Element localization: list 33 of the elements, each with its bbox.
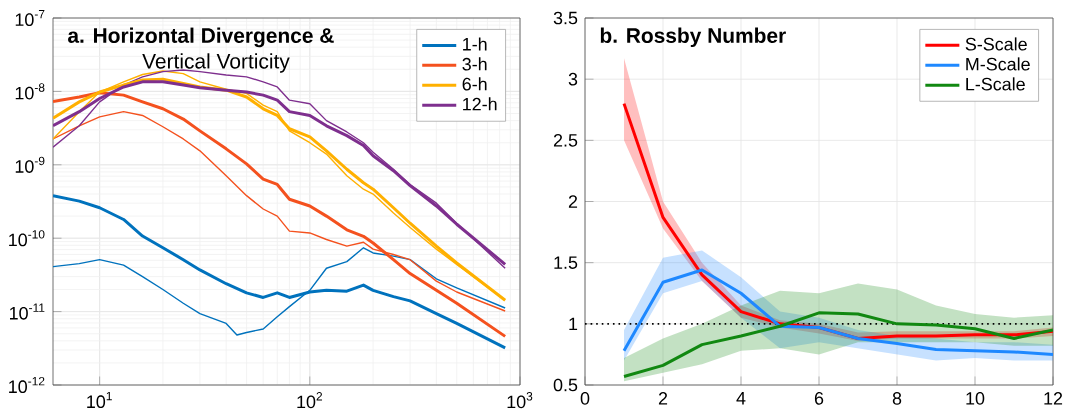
y-tick-label: 10$^{-7}$ (15, 10, 45, 27)
legend-label: S-Scale (965, 37, 1027, 51)
text: Vertical Vorticity (142, 53, 290, 73)
y-tick-label: 10$^{-8}$ (15, 83, 45, 100)
x-tick-label: 6 (814, 392, 824, 405)
x-tick-label: 10$^{3}$ (507, 392, 533, 409)
chart-title: a. Horizontal Divergence & (68, 27, 334, 48)
x-tick-label: 10$^{2}$ (297, 392, 323, 409)
y-tick-label: 1.5 (554, 256, 578, 269)
y-tick-label: 2 (568, 195, 578, 208)
x-tick-label: 2 (658, 392, 668, 405)
legend-label: M-Scale (966, 57, 1030, 71)
legend-label: 6-h (462, 77, 487, 91)
y-tick-label: 10$^{-10}$ (9, 230, 45, 247)
x-tick-label: 8 (892, 392, 902, 405)
y-tick-label: 10$^{-12}$ (9, 376, 45, 394)
y-tick-label: 10$^{-9}$ (15, 156, 45, 173)
legend-label: 3-h (462, 57, 487, 71)
y-tick-label: 0.5 (553, 378, 578, 392)
legend-label: 1-h (463, 37, 487, 51)
y-tick-label: 3 (568, 72, 578, 86)
x-tick-label: 10$^{1}$ (87, 392, 112, 409)
y-tick-label: 10$^{-11}$ (10, 303, 45, 320)
y-tick-label: 3.5 (553, 11, 578, 25)
x-tick-label: 12 (1044, 392, 1063, 405)
y-tick-label: 1 (569, 317, 578, 330)
x-tick-label: 10 (966, 392, 985, 405)
chart-title: b. Rossby Number (600, 27, 786, 48)
legend-label: 12-h (463, 97, 497, 111)
legend-label: L-Scale (966, 77, 1025, 91)
y-tick-label: 2.5 (553, 133, 578, 147)
x-tick-label: 0 (580, 392, 590, 405)
x-tick-label: 4 (736, 392, 746, 405)
